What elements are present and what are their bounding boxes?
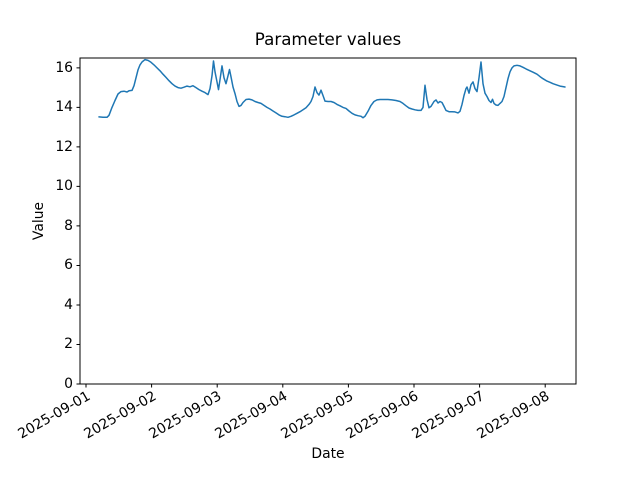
axis-tick-marks: [76, 67, 546, 388]
y-tick-label: 4: [64, 296, 73, 313]
y-tick-label: 2: [64, 336, 73, 353]
y-tick-label: 12: [55, 138, 73, 155]
data-line: [98, 58, 566, 119]
x-axis-label: Date: [311, 446, 345, 462]
y-tick-label: 16: [55, 59, 73, 76]
y-tick-label: 8: [64, 217, 73, 234]
y-tick-label: 14: [55, 99, 73, 116]
chart-title: Parameter values: [254, 29, 402, 49]
y-tick-label: 10: [55, 178, 73, 195]
y-tick-label: 6: [64, 257, 73, 274]
axes-frame: [79, 57, 577, 385]
y-tick-label: 0: [64, 376, 73, 392]
